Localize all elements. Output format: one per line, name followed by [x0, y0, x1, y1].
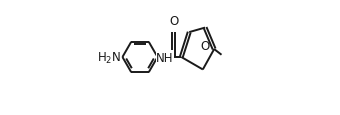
Text: H$_2$N: H$_2$N — [97, 50, 121, 65]
Text: NH: NH — [156, 51, 174, 64]
Text: O: O — [201, 40, 210, 52]
Text: O: O — [169, 15, 178, 28]
